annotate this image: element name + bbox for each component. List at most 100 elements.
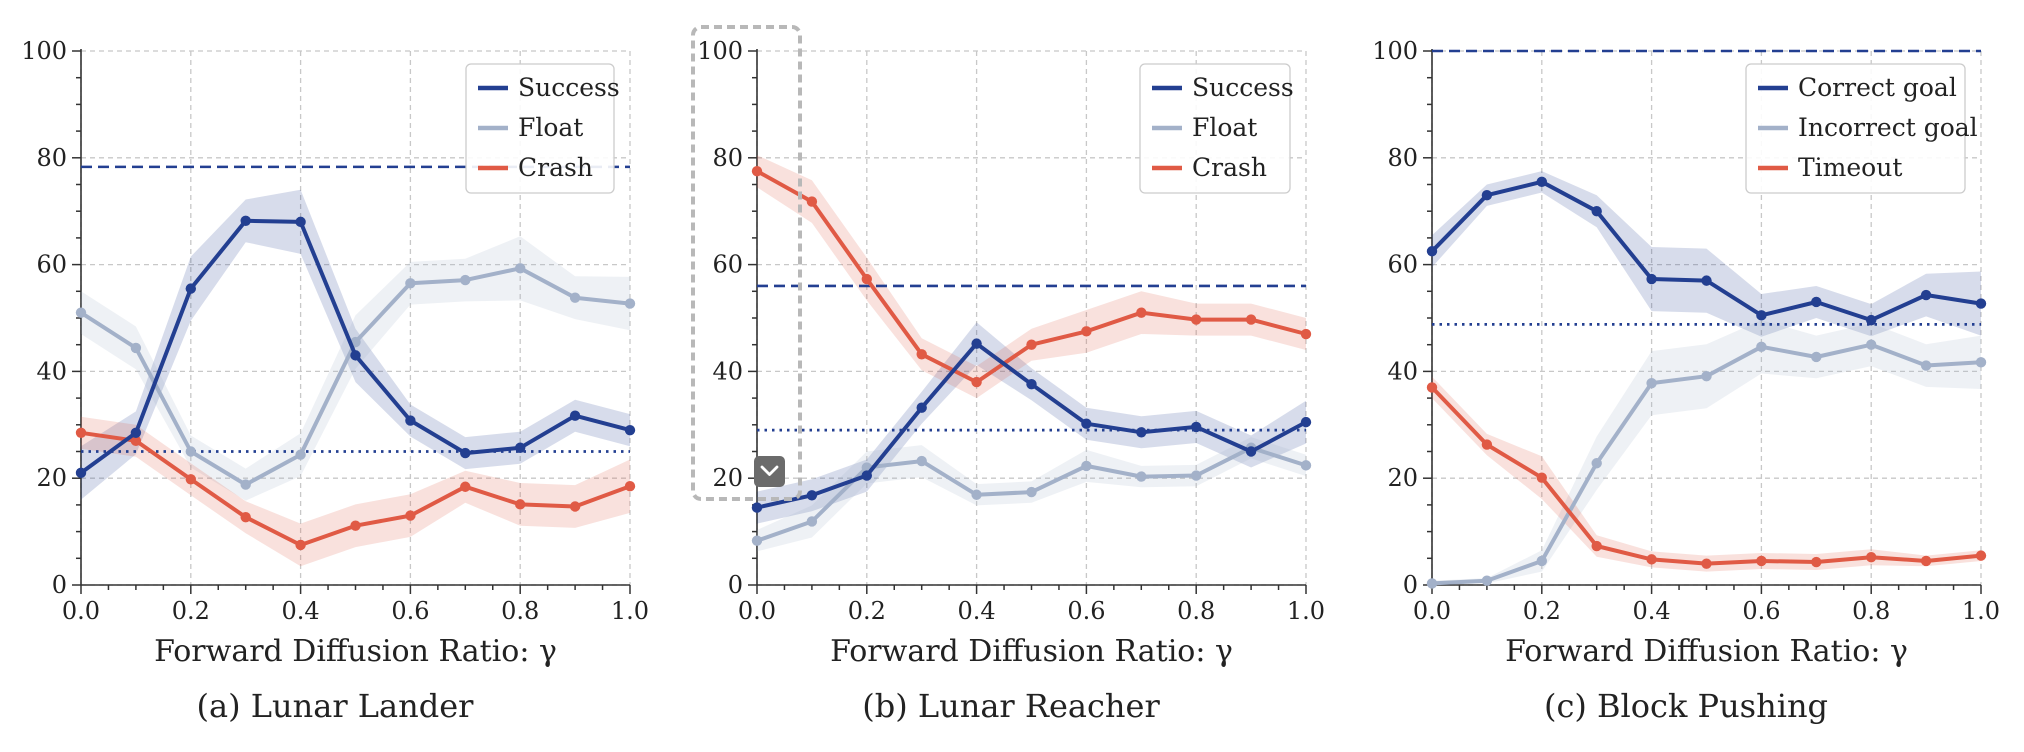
data-point [1245, 446, 1257, 457]
legend-box [1139, 63, 1291, 194]
expand-button-bg[interactable] [754, 456, 785, 487]
data-point [240, 479, 251, 490]
data-point [295, 216, 306, 228]
y-tick-label: 100 [697, 37, 743, 65]
x-tick-label: 1.0 [1962, 597, 2000, 625]
data-point [1866, 339, 1877, 350]
data-point [751, 165, 763, 177]
legend-label: Success [1192, 73, 1294, 102]
legend-box [465, 63, 615, 194]
chart-panel-2: 0 20 40 60 80 100 0.0 0.2 0.4 0.6 0.8 1.0 Forward Di… [697, 37, 1325, 725]
x-tick-label: 0.6 [1742, 597, 1780, 625]
data-point [1975, 298, 1987, 309]
x-tick-label: 0.0 [1413, 597, 1451, 625]
y-tick-label: 40 [712, 357, 743, 385]
data-point [1536, 555, 1548, 567]
legend-box [1745, 63, 1966, 194]
data-point [1646, 273, 1657, 285]
data-point [1136, 427, 1147, 438]
data-point [1646, 554, 1657, 565]
data-point [971, 376, 982, 388]
data-point [1536, 176, 1548, 188]
x-tick-label: 0.8 [1852, 597, 1890, 625]
x-axis-label: Forward Diffusion Ratio: γ [154, 634, 557, 669]
data-point [1136, 307, 1147, 318]
chevron-down-icon[interactable] [760, 465, 779, 476]
data-point [1536, 472, 1548, 483]
chart-panel-3: 0 20 40 60 80 100 0.0 0.2 0.4 0.6 0.8 1.0 Forward Di… [1372, 37, 2000, 725]
data-point [1245, 314, 1257, 325]
data-point [185, 283, 196, 294]
data-point [1756, 555, 1767, 567]
x-tick-label: 0.2 [1523, 597, 1561, 625]
data-point [1975, 550, 1987, 561]
data-point [1591, 540, 1602, 552]
data-point [1866, 314, 1877, 326]
data-point [1081, 418, 1092, 429]
data-point [1920, 289, 1932, 301]
data-point [1481, 189, 1493, 201]
selection-overlay[interactable] [691, 25, 802, 501]
data-point [1646, 377, 1657, 389]
data-point [405, 278, 416, 289]
data-point [624, 424, 636, 436]
data-point [515, 499, 526, 510]
y-tick-label: 0 [1403, 571, 1418, 599]
x-tick-label: 0.2 [172, 597, 210, 625]
data-point [240, 511, 251, 523]
expand-button[interactable] [754, 456, 785, 487]
data-point [1026, 486, 1037, 498]
legend: Correct goal Incorrect goal Timeout [1745, 63, 1978, 194]
data-point [806, 196, 818, 207]
data-point [971, 338, 982, 349]
data-point [515, 263, 526, 274]
data-point [1811, 556, 1822, 568]
y-tick-label: 100 [1372, 37, 1418, 65]
x-tick-label: 0.8 [1177, 597, 1215, 625]
data-point [1920, 360, 1932, 371]
data-point [1975, 357, 1987, 368]
data-point [1591, 206, 1602, 217]
data-point [1866, 552, 1877, 563]
legend-label: Correct goal [1798, 73, 1957, 102]
legend: Success Float Crash [1139, 63, 1294, 194]
y-tick-label: 20 [1387, 464, 1418, 492]
data-point [1811, 351, 1822, 363]
data-point [806, 490, 818, 501]
data-point [130, 427, 142, 439]
data-point [861, 273, 872, 285]
data-point [350, 520, 361, 531]
data-point [1426, 382, 1438, 393]
data-point [1426, 246, 1438, 257]
data-point [75, 467, 87, 479]
data-point [1191, 470, 1202, 481]
data-point [624, 298, 636, 309]
data-point [569, 410, 581, 421]
data-point [1591, 458, 1602, 469]
legend-label: Float [518, 113, 583, 142]
data-point [1701, 371, 1712, 382]
data-point [515, 442, 526, 453]
data-point [75, 427, 87, 439]
panel-caption: (a) Lunar Lander [197, 687, 475, 725]
legend-label: Crash [1192, 153, 1267, 182]
x-tick-label: 0.4 [958, 597, 996, 625]
y-tick-label: 60 [712, 251, 743, 279]
data-point [806, 516, 818, 527]
legend-label: Timeout [1798, 153, 1902, 182]
y-tick-label: 80 [712, 144, 743, 172]
data-point [1191, 314, 1202, 325]
legend-label: Crash [518, 153, 593, 182]
x-tick-label: 0.6 [391, 597, 429, 625]
series-band [1432, 320, 1981, 585]
series-band [81, 236, 630, 501]
x-tick-label: 0.8 [501, 597, 539, 625]
data-point [1300, 416, 1312, 428]
x-tick-label: 0.0 [738, 597, 776, 625]
x-tick-label: 1.0 [1287, 597, 1325, 625]
data-point [460, 274, 471, 286]
data-point [1081, 326, 1092, 337]
selection-box[interactable] [691, 25, 802, 501]
data-point [350, 350, 361, 361]
